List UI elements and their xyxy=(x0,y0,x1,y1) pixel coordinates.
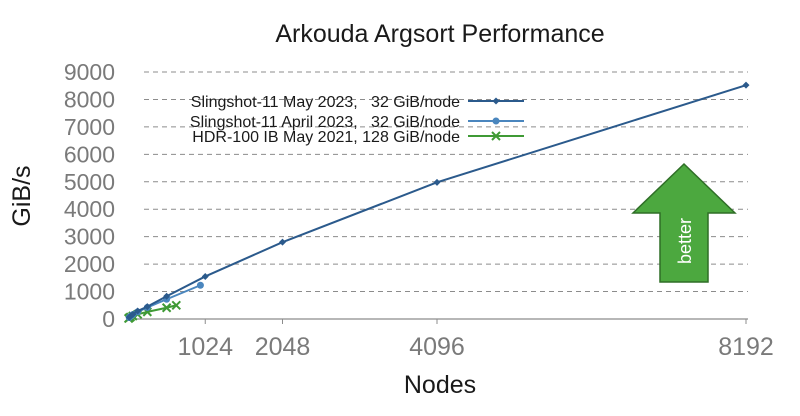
data-series xyxy=(123,81,750,324)
legend-label: HDR-100 IB May 2021, 128 GiB/node xyxy=(192,129,460,146)
y-tick-label: 0 xyxy=(102,306,115,332)
legend: Slingshot-11 May 2023, 32 GiB/node Slings… xyxy=(190,94,524,146)
data-point xyxy=(201,272,209,280)
data-point xyxy=(143,303,151,311)
y-tick-label: 2000 xyxy=(64,251,115,277)
x-tick-label: 1024 xyxy=(177,333,233,361)
legend-label: Slingshot-11 May 2023, 32 GiB/node xyxy=(191,94,460,111)
y-tick-label: 3000 xyxy=(64,224,115,250)
legend-marker xyxy=(492,117,500,125)
y-tick-label: 6000 xyxy=(64,141,115,167)
legend-label: Slingshot-11 April 2023, 32 GiB/node xyxy=(190,114,460,131)
y-tick-label: 7000 xyxy=(64,114,115,140)
data-point xyxy=(279,238,286,246)
data-point xyxy=(163,292,171,300)
data-point xyxy=(134,307,142,315)
data-point xyxy=(161,303,172,313)
series-1 xyxy=(125,81,750,321)
legend-marker xyxy=(492,97,500,105)
legend-marker xyxy=(491,131,501,141)
data-point xyxy=(196,281,204,289)
better-arrow: better xyxy=(631,162,737,283)
x-tick-label: 4096 xyxy=(409,333,465,361)
data-point xyxy=(742,81,750,89)
x-tick-label: 2048 xyxy=(255,333,311,361)
y-tick-label: 5000 xyxy=(64,169,115,195)
x-axis-label: Nodes xyxy=(404,371,476,399)
y-tick-label: 4000 xyxy=(64,196,115,222)
y-axis-label: GiB/s xyxy=(8,165,36,226)
data-point xyxy=(433,178,441,186)
y-tick-label: 9000 xyxy=(64,59,115,85)
grid-lines xyxy=(144,71,748,293)
series-2 xyxy=(125,281,204,321)
x-tick-label: 8192 xyxy=(718,333,774,361)
chart-title: Arkouda Argsort Performance xyxy=(275,20,604,48)
better-arrow-shape xyxy=(631,162,737,283)
y-tick-label: 8000 xyxy=(64,86,115,112)
x-tick-labels: 1024 2048 4096 8192 xyxy=(177,319,774,361)
y-tick-label: 1000 xyxy=(64,279,115,305)
data-point xyxy=(171,300,181,310)
data-point xyxy=(129,310,137,318)
better-arrow-label: better xyxy=(675,218,695,264)
